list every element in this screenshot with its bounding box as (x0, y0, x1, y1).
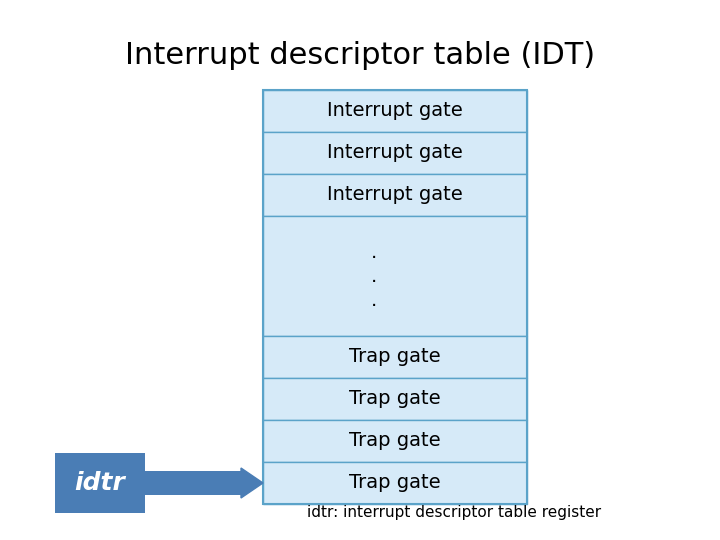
Bar (263, 132, 527, 174)
Bar (263, 90, 527, 504)
Bar (263, 216, 527, 336)
Text: .: . (371, 291, 377, 309)
Text: Interrupt gate: Interrupt gate (327, 144, 463, 163)
Text: Interrupt gate: Interrupt gate (327, 186, 463, 205)
Text: .: . (371, 242, 377, 261)
Bar (263, 378, 527, 420)
Text: Trap gate: Trap gate (349, 389, 441, 408)
Text: Interrupt descriptor table (IDT): Interrupt descriptor table (IDT) (125, 40, 595, 70)
Bar (263, 174, 527, 216)
Bar (263, 420, 527, 462)
Bar (263, 462, 527, 504)
Text: idtr: interrupt descriptor table register: idtr: interrupt descriptor table registe… (307, 504, 600, 519)
Bar (263, 336, 527, 378)
Bar (55, 453, 145, 513)
Bar (263, 90, 527, 132)
Bar (145, 471, 245, 495)
Text: Trap gate: Trap gate (349, 348, 441, 367)
Text: .: . (371, 267, 377, 286)
Text: Trap gate: Trap gate (349, 474, 441, 492)
Text: Trap gate: Trap gate (349, 431, 441, 450)
Polygon shape (241, 468, 263, 498)
Text: idtr: idtr (75, 471, 125, 495)
Text: Interrupt gate: Interrupt gate (327, 102, 463, 120)
